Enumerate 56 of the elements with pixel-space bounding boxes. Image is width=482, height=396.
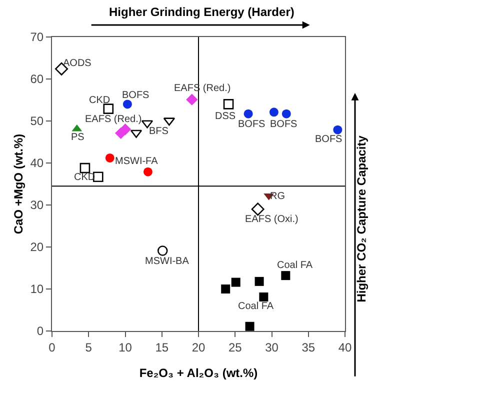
annotation: RG: [270, 191, 286, 202]
annotation: Coal FA: [277, 260, 313, 271]
point: [245, 322, 254, 331]
y-axis-title: CaO +MgO (wt.%): [12, 134, 26, 234]
x-tick-label: 30: [265, 340, 279, 354]
point: [251, 202, 264, 216]
annotation: BOFS: [270, 119, 298, 130]
point: [157, 246, 168, 256]
text: Higher Grinding Energy (Harder): [109, 5, 294, 19]
annotation: EAFS (Oxi.): [245, 214, 298, 225]
x-tick-label: 5: [85, 340, 92, 354]
point: [282, 109, 291, 118]
point: [269, 108, 278, 117]
annotation: BOFS: [315, 134, 343, 145]
x-tick-label: 0: [48, 340, 56, 354]
point: [122, 100, 132, 109]
annotation: EAFS (Red.): [85, 114, 142, 125]
annotation: BOFS: [238, 119, 266, 130]
x-tick-label: 10: [118, 340, 132, 354]
y-tick-label: 0: [36, 324, 44, 338]
point: [259, 292, 268, 302]
point: [223, 99, 234, 110]
x-tick-label: 15: [155, 340, 169, 354]
point: [333, 125, 342, 134]
annotation: PS: [71, 132, 85, 143]
y-tick-label: 10: [30, 282, 44, 296]
point: [281, 271, 290, 280]
point: [186, 94, 198, 106]
text: Higher CO₂ Capture Capacity: [354, 135, 369, 302]
x-tick-label: 40: [338, 340, 352, 354]
y-tick-label: 70: [30, 30, 44, 44]
annotation: BFS: [149, 126, 169, 137]
point: [231, 278, 240, 287]
x-tick-label: 20: [192, 340, 206, 354]
point: [103, 104, 114, 114]
point: [80, 162, 90, 174]
y-tick-label: 40: [30, 156, 44, 170]
x-tick-label: 25: [228, 340, 242, 354]
y-tick-label: 60: [30, 72, 44, 86]
annotation: CKD: [89, 95, 110, 106]
y-tick-label: 50: [30, 114, 44, 128]
point: [143, 167, 152, 176]
annotation: MSWI-FA: [115, 156, 158, 167]
x-tick-label: 35: [302, 340, 316, 354]
y-tick-label: 20: [30, 240, 44, 254]
point: [221, 284, 230, 294]
annotation: AODS: [63, 58, 92, 69]
annotation: MSWI-BA: [145, 256, 190, 267]
point: [254, 276, 264, 286]
point: [105, 153, 114, 162]
annotation: BOFS: [122, 90, 150, 101]
x-axis-title: Fe₂O₃ + Al₂O₃ (wt.%): [139, 366, 258, 380]
point: [244, 109, 253, 118]
y-tick-label: 30: [30, 198, 44, 212]
annotation: Coal FA: [238, 301, 274, 312]
annotation: DSS: [215, 111, 236, 122]
